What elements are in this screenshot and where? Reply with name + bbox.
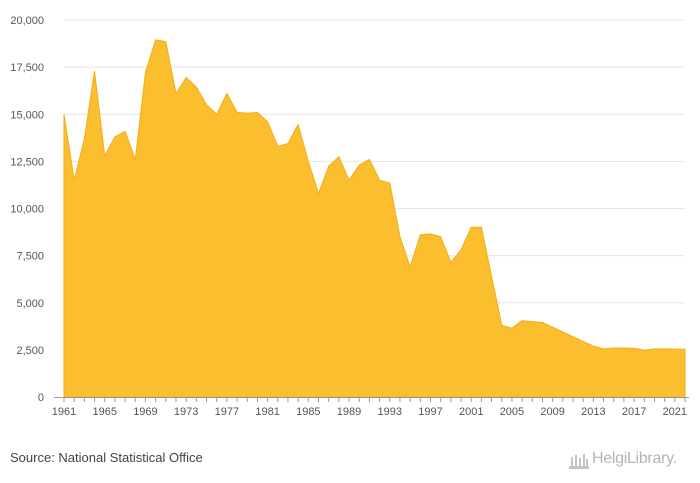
data-point <box>237 112 238 113</box>
data-point <box>501 325 502 326</box>
data-point <box>114 136 115 137</box>
data-point <box>74 180 75 181</box>
data-point <box>664 348 665 349</box>
data-point <box>634 348 635 349</box>
data-point <box>104 155 105 156</box>
x-axis: 1961 1965 1969 1973 1977 1981 1985 1989 1993 1997… <box>52 397 689 418</box>
x-tick-label: 1973 <box>174 406 198 418</box>
y-tick-label: 0 <box>38 392 44 404</box>
x-tick-label: 2001 <box>459 406 483 418</box>
chart: 1961 1965 1969 1973 1977 1981 1985 1989 1993 1997… <box>10 15 689 418</box>
data-point <box>277 146 278 147</box>
data-point <box>552 327 553 328</box>
data-point <box>654 348 655 349</box>
data-point <box>359 165 360 166</box>
data-point <box>522 320 523 321</box>
data-point <box>308 161 309 162</box>
x-tick-label: 1977 <box>215 406 239 418</box>
data-point <box>318 193 319 194</box>
x-tick-label: 2017 <box>622 406 646 418</box>
data-point <box>206 104 207 105</box>
data-point <box>430 233 431 234</box>
data-point <box>226 93 227 94</box>
data-point <box>440 236 441 237</box>
data-point <box>389 183 390 184</box>
data-point <box>573 336 574 337</box>
data-point <box>399 236 400 237</box>
y-tick-label: 10,000 <box>10 204 44 216</box>
source-note: Source: National Statistical Office <box>10 450 203 465</box>
x-tick-label: 1993 <box>378 406 402 418</box>
data-point <box>145 72 146 73</box>
data-point <box>623 347 624 348</box>
y-tick-label: 5,000 <box>16 298 44 310</box>
data-point <box>583 341 584 342</box>
data-point <box>461 249 462 250</box>
data-point <box>196 86 197 87</box>
data-point <box>155 39 156 40</box>
data-point <box>165 41 166 42</box>
x-tick-label: 2009 <box>540 406 564 418</box>
data-point <box>216 114 217 115</box>
y-tick-label: 7,500 <box>16 251 44 263</box>
data-point <box>410 266 411 267</box>
x-tick-label: 1981 <box>255 406 279 418</box>
y-tick-label: 17,500 <box>10 62 44 74</box>
data-point <box>644 350 645 351</box>
data-point <box>257 112 258 113</box>
data-point <box>175 93 176 94</box>
data-point <box>369 159 370 160</box>
data-point <box>471 227 472 228</box>
data-point <box>593 346 594 347</box>
data-point <box>135 159 136 160</box>
x-tick-label: 1965 <box>92 406 116 418</box>
y-tick-label: 12,500 <box>10 156 44 168</box>
data-point <box>511 328 512 329</box>
data-point <box>562 331 563 332</box>
x-tick-label: 2013 <box>581 406 605 418</box>
x-tick-label: 1969 <box>133 406 157 418</box>
data-point <box>267 121 268 122</box>
x-tick-label: 1997 <box>418 406 442 418</box>
data-point <box>94 70 95 71</box>
data-point <box>349 180 350 181</box>
logo-text: HelgiLibrary. <box>592 450 677 467</box>
data-point <box>125 131 126 132</box>
data-point <box>685 349 686 350</box>
data-point <box>542 322 543 323</box>
data-point <box>298 124 299 125</box>
data-point <box>186 77 187 78</box>
data-point <box>603 348 604 349</box>
data-point <box>674 349 675 350</box>
x-tick-label: 1961 <box>52 406 76 418</box>
data-point <box>328 166 329 167</box>
x-tick-label: 2005 <box>500 406 524 418</box>
data-point <box>450 262 451 263</box>
y-tick-label: 20,000 <box>10 15 44 27</box>
library-building-icon <box>569 454 589 469</box>
y-axis: 0 2,500 5,000 7,500 10,000 12,500 15,000 17,500… <box>10 15 44 404</box>
x-tick-label: 1985 <box>296 406 320 418</box>
data-point <box>420 234 421 235</box>
data-point <box>84 138 85 139</box>
data-point <box>491 276 492 277</box>
data-point <box>481 227 482 228</box>
data-point <box>287 143 288 144</box>
data-point <box>247 113 248 114</box>
data-point <box>64 114 65 115</box>
y-tick-label: 15,000 <box>10 109 44 121</box>
data-point <box>532 321 533 322</box>
helgi-library-logo: HelgiLibrary. <box>568 448 692 472</box>
data-point <box>338 156 339 157</box>
x-tick-label: 2021 <box>663 406 687 418</box>
series-area <box>63 39 686 398</box>
data-point <box>613 347 614 348</box>
y-tick-label: 2,500 <box>16 345 44 357</box>
data-point <box>379 180 380 181</box>
x-tick-label: 1989 <box>337 406 361 418</box>
